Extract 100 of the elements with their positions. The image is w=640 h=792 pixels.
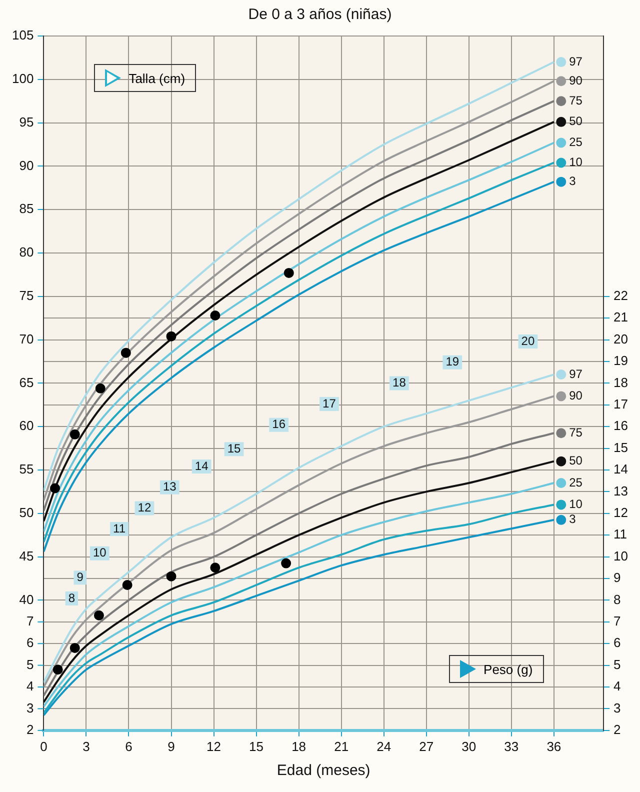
y2-tick-label: 10 <box>614 548 628 564</box>
y2-tick-label: 20 <box>614 331 628 346</box>
annotation: 16 <box>272 417 286 432</box>
y-tick-label: 105 <box>12 28 34 43</box>
chart-title: De 0 a 3 años (niñas) <box>248 6 392 24</box>
y3-tick-label: 7 <box>26 613 34 628</box>
y2-tick-label: 6 <box>614 635 621 650</box>
point <box>166 331 176 342</box>
annotation: 14 <box>194 458 209 473</box>
x-axis-title: Edad (meses) <box>276 762 370 780</box>
x-tick-label: 24 <box>376 738 392 754</box>
point <box>52 664 63 675</box>
legend-label: 25 <box>569 135 583 150</box>
y-tick-label: 60 <box>19 418 34 434</box>
legend-label: 10 <box>569 497 583 512</box>
label-frame: Talla (cm) <box>94 64 196 92</box>
y2-tick-label: 21 <box>614 310 628 325</box>
point <box>210 310 220 320</box>
y-tick-label: 95 <box>19 114 34 130</box>
y2-tick-label: 11 <box>614 526 628 542</box>
annotation: 20 <box>521 334 535 348</box>
legend-label: 97 <box>569 54 583 68</box>
annotation: 19 <box>446 354 460 369</box>
x-tick-label: 12 <box>206 738 222 754</box>
y-tick-label: 70 <box>19 331 34 346</box>
x-tick-label: 30 <box>462 738 476 754</box>
y-tick-label: 65 <box>19 374 34 390</box>
legend-label: 75 <box>569 93 583 108</box>
y-tick-label: 85 <box>19 201 34 216</box>
annotation: 18 <box>392 376 406 390</box>
y-tick-label: 40 <box>19 592 34 607</box>
x-tick-label: 21 <box>334 738 349 754</box>
x-tick-label: 36 <box>546 738 562 754</box>
y2-tick-label: 9 <box>614 570 621 586</box>
y2-tick-label: 2 <box>614 722 621 737</box>
legend-label: 75 <box>569 425 583 440</box>
legend-label: 3 <box>569 174 576 188</box>
x-tick-label: 15 <box>249 738 264 754</box>
legend-label: 50 <box>569 114 583 128</box>
point <box>210 562 220 573</box>
y3-tick-label: 5 <box>26 656 34 672</box>
y2-tick-label: 19 <box>614 353 628 368</box>
legend-label: 90 <box>569 73 583 88</box>
legend-label: 90 <box>569 388 583 403</box>
label-frame: Peso (g) <box>448 655 544 684</box>
y3-tick-label: 4 <box>26 678 34 694</box>
annotation: 17 <box>322 396 336 410</box>
y2-tick-label: 22 <box>614 288 628 303</box>
y2-tick-label: 8 <box>614 592 621 607</box>
annotation: 11 <box>113 521 126 536</box>
y-tick-label: 55 <box>19 462 34 477</box>
annotation: 10 <box>92 546 107 560</box>
x-tick-label: 6 <box>125 738 132 754</box>
y-tick-label: 45 <box>19 548 34 564</box>
legend-label: 97 <box>569 366 583 381</box>
point <box>94 610 104 620</box>
annotation: Talla (cm) <box>128 70 186 86</box>
legend-label: 50 <box>569 454 583 468</box>
point <box>70 642 80 653</box>
y-tick-label: 50 <box>19 504 34 520</box>
y2-tick-label: 14 <box>614 462 628 477</box>
y2-tick-label: 3 <box>614 700 621 716</box>
legend-label: 25 <box>569 475 583 490</box>
y3-tick-label: 6 <box>26 635 34 650</box>
x-tick-label: 3 <box>82 738 90 754</box>
annotation: 15 <box>227 441 242 456</box>
y2-tick-label: 15 <box>614 440 628 455</box>
x-tick-label: 33 <box>504 738 519 754</box>
y2-tick-label: 7 <box>614 613 621 628</box>
point <box>50 483 60 494</box>
y2-tick-label: 13 <box>614 483 628 498</box>
x-tick-label: 18 <box>292 738 306 754</box>
point <box>122 580 132 590</box>
legend-label: 3 <box>569 512 576 526</box>
y-tick-label: 80 <box>19 244 34 260</box>
legend-label: 10 <box>569 155 583 170</box>
x-tick-label: 9 <box>168 738 175 754</box>
point <box>281 558 292 568</box>
annotation: 12 <box>138 500 152 515</box>
annotation: 8 <box>68 590 76 605</box>
y-tick-label: 100 <box>12 70 34 86</box>
y2-tick-label: 17 <box>614 396 628 412</box>
annotation: 13 <box>162 480 177 494</box>
y2-tick-label: 12 <box>614 504 628 520</box>
point <box>120 348 131 358</box>
point <box>284 268 294 278</box>
y2-tick-label: 4 <box>614 678 621 694</box>
y-tick-label: 75 <box>19 288 34 303</box>
y2-tick-label: 18 <box>614 374 628 390</box>
annotation: 9 <box>76 570 84 584</box>
y2-tick-label: 16 <box>614 418 628 434</box>
y-tick-label: 90 <box>19 158 34 173</box>
point <box>166 571 176 582</box>
y3-tick-label: 2 <box>26 722 34 737</box>
x-tick-label: 27 <box>419 738 434 754</box>
y2-tick-label: 5 <box>614 656 621 672</box>
point <box>70 429 80 440</box>
x-tick-label: 0 <box>40 738 48 754</box>
y3-tick-label: 3 <box>26 700 34 716</box>
point <box>95 383 106 394</box>
